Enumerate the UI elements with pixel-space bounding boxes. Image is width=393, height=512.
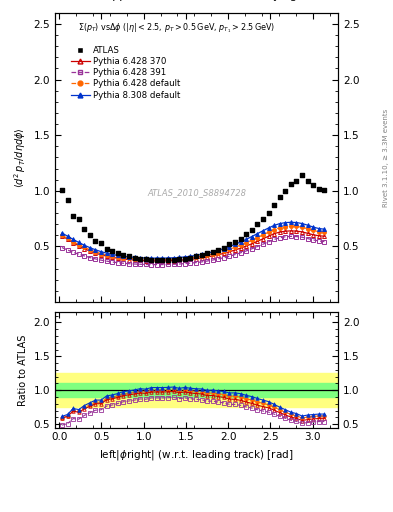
Point <box>265 209 272 217</box>
Point <box>115 249 121 257</box>
Point <box>103 245 110 253</box>
Point <box>198 251 205 260</box>
Point <box>131 253 138 262</box>
X-axis label: left$|\phi$right$|$ (w.r.t. leading track) [rad]: left$|\phi$right$|$ (w.r.t. leading trac… <box>99 448 294 462</box>
Point <box>282 187 288 195</box>
Point <box>249 226 255 234</box>
Point <box>120 251 127 260</box>
Point <box>310 181 316 189</box>
Point <box>165 255 171 264</box>
Point <box>193 252 199 261</box>
Point <box>215 246 221 254</box>
Point <box>237 234 244 243</box>
Point <box>126 252 132 261</box>
Point <box>299 171 305 179</box>
Point <box>321 186 327 194</box>
Point <box>209 248 216 256</box>
Point <box>254 220 261 228</box>
Point <box>70 212 76 221</box>
Point <box>260 215 266 223</box>
Point <box>288 180 294 188</box>
Text: ATLAS_2010_S8894728: ATLAS_2010_S8894728 <box>147 188 246 197</box>
Point <box>59 186 65 194</box>
Point <box>92 237 99 245</box>
Point <box>171 255 177 264</box>
Point <box>148 255 154 264</box>
Point <box>87 231 93 240</box>
Text: 900 GeV pp: 900 GeV pp <box>61 0 126 1</box>
Point <box>143 254 149 263</box>
Text: Underlying Event: Underlying Event <box>236 0 332 1</box>
Point <box>187 253 194 262</box>
Bar <box>55 373 338 407</box>
Point <box>204 249 210 257</box>
Point <box>293 177 299 185</box>
Point <box>98 239 104 247</box>
Point <box>137 254 143 263</box>
Point <box>226 240 233 248</box>
Point <box>182 254 188 263</box>
Point <box>243 230 250 238</box>
Y-axis label: $\langle d^2\,p_T/d\eta d\phi\rangle$: $\langle d^2\,p_T/d\eta d\phi\rangle$ <box>12 127 28 188</box>
Bar <box>55 383 338 397</box>
Point <box>232 238 238 246</box>
Point <box>221 244 227 252</box>
Y-axis label: Ratio to ATLAS: Ratio to ATLAS <box>18 334 28 406</box>
Point <box>316 184 322 193</box>
Point <box>277 194 283 202</box>
Legend: ATLAS, Pythia 6.428 370, Pythia 6.428 391, Pythia 6.428 default, Pythia 8.308 de: ATLAS, Pythia 6.428 370, Pythia 6.428 39… <box>71 46 180 100</box>
Text: Rivet 3.1.10, ≥ 3.3M events: Rivet 3.1.10, ≥ 3.3M events <box>383 109 389 206</box>
Point <box>81 225 88 233</box>
Point <box>176 254 182 263</box>
Point <box>305 177 311 185</box>
Point <box>271 201 277 209</box>
Point <box>154 255 160 264</box>
Point <box>64 196 71 204</box>
Text: $\Sigma(p_T)$ vs$\Delta\phi$ ($|\eta| < 2.5,\,p_T > 0.5\,\mathrm{GeV},\,p_{T_1} : $\Sigma(p_T)$ vs$\Delta\phi$ ($|\eta| < … <box>78 22 275 35</box>
Point <box>109 247 116 255</box>
Point <box>75 215 82 223</box>
Point <box>159 255 165 264</box>
